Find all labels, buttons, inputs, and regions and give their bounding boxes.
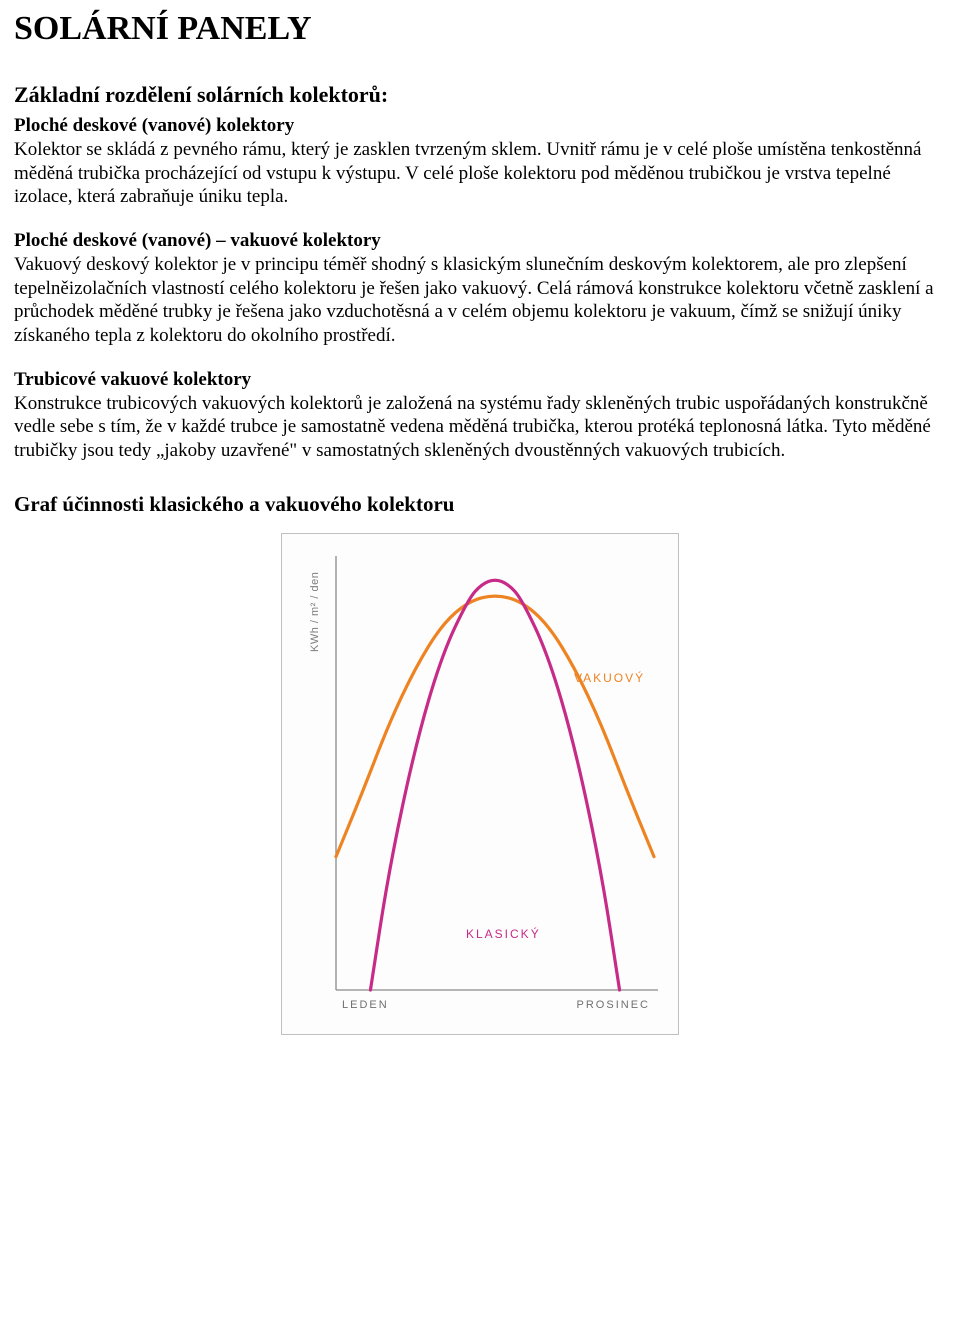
- para2-body: Vakuový deskový kolektor je v principu t…: [14, 254, 934, 346]
- section-heading-1: Základní rozdělení solárních kolektorů:: [14, 81, 946, 109]
- para3-body: Konstrukce trubicových vakuových kolekto…: [14, 393, 931, 462]
- chart-frame: KWh / m² / den LEDEN PROSINEC VAKUOVÝ KLASIC…: [281, 533, 679, 1035]
- paragraph-3: Trubicové vakuové kolektory Konstrukce t…: [14, 368, 946, 463]
- chart-heading: Graf účinnosti klasického a vakuového ko…: [14, 491, 946, 517]
- paragraph-1: Ploché deskové (vanové) kolektory Kolekt…: [14, 114, 946, 209]
- paragraph-2: Ploché deskové (vanové) – vakuové kolekt…: [14, 229, 946, 348]
- para2-heading: Ploché deskové (vanové) – vakuové kolekt…: [14, 230, 381, 251]
- page-title: SOLÁRNÍ PANELY: [14, 8, 946, 51]
- svg-text:PROSINEC: PROSINEC: [577, 999, 650, 1011]
- svg-text:LEDEN: LEDEN: [342, 999, 389, 1011]
- chart-container: KWh / m² / den LEDEN PROSINEC VAKUOVÝ KLASIC…: [14, 533, 946, 1042]
- svg-text:VAKUOVÝ: VAKUOVÝ: [574, 670, 645, 685]
- svg-text:KLASICKÝ: KLASICKÝ: [466, 926, 541, 941]
- svg-text:KWh / m² / den: KWh / m² / den: [309, 572, 321, 652]
- para1-body: Kolektor se skládá z pevného rámu, který…: [14, 139, 922, 208]
- para1-heading: Ploché deskové (vanové) kolektory: [14, 115, 294, 136]
- para3-heading: Trubicové vakuové kolektory: [14, 369, 251, 390]
- efficiency-chart: KWh / m² / den LEDEN PROSINEC VAKUOVÝ KLASIC…: [288, 550, 668, 1030]
